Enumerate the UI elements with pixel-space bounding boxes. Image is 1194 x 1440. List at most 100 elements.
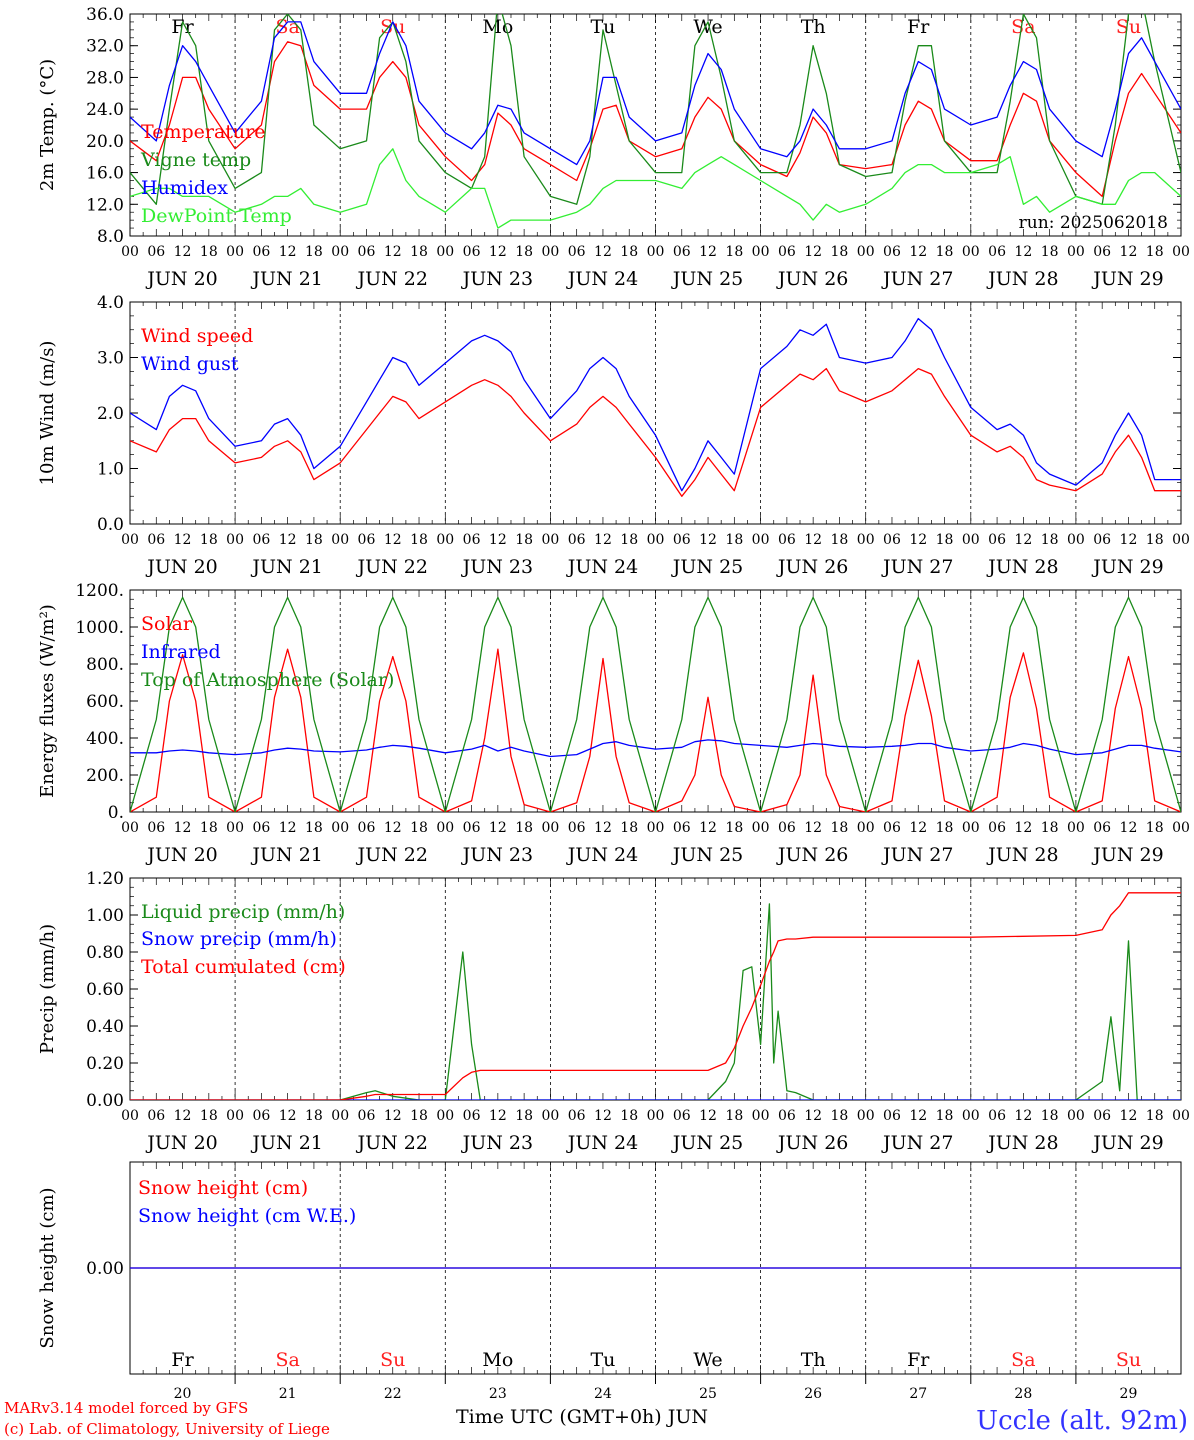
series-line-humidex [130,21,1181,166]
hour-tick-label: 18 [831,244,849,260]
hour-tick-label: 00 [226,1108,244,1124]
weekday-label: Su [1116,16,1141,38]
day-number-label: 29 [1120,1386,1138,1402]
hour-tick-label: 18 [831,820,849,836]
series-group [130,596,1181,812]
day-label: JUN 26 [776,1132,848,1154]
hour-tick-label: 12 [594,820,612,836]
hour-tick-label: 00 [331,1108,349,1124]
panel-1: 8.0 12.0 16.0 20.0 24.0 28.0 32.0 36.0 2m Temp. … [37,5,1190,290]
hour-tick-label: 18 [725,820,743,836]
hour-tick-label: 12 [804,244,822,260]
hour-tick-label: 00 [962,532,980,548]
hour-tick-label: 18 [620,532,638,548]
legend-entry: Snow height (cm W.E.) [138,1205,356,1227]
hour-tick-label: 06 [1093,1108,1111,1124]
weekday-label: Mo [482,1349,513,1371]
y-tick-label: 1.20 [86,869,124,889]
y-tick-label: 400. [86,729,124,749]
hour-tick-label: 12 [384,820,402,836]
hour-tick-label: 12 [699,532,717,548]
hour-tick-label: 06 [568,820,586,836]
weekday-label: Th [801,1349,826,1371]
y-tick-label: 0. [108,803,124,823]
hour-tick-label: 18 [410,820,428,836]
hour-tick-label: 00 [541,244,559,260]
hour-tick-label: 00 [121,820,139,836]
day-number-label: 24 [594,1386,612,1402]
day-label: JUN 25 [671,556,743,578]
hour-tick-label: 06 [673,820,691,836]
hour-tick-label: 12 [174,1108,192,1124]
day-label: JUN 28 [986,268,1058,290]
day-number-label: 21 [279,1386,297,1402]
day-label: JUN 29 [1091,556,1163,578]
hour-tick-label: 12 [1120,820,1138,836]
hour-tick-label: 18 [200,1108,218,1124]
series-line-vigne-temp [130,14,1181,205]
hour-tick-label: 18 [1041,820,1059,836]
hour-tick-label: 18 [831,532,849,548]
hour-tick-label: 06 [147,532,165,548]
day-label: JUN 20 [145,844,217,866]
hour-tick-label: 12 [279,820,297,836]
hour-tick-label: 12 [1120,1108,1138,1124]
y-tick-label: 32.0 [86,37,124,57]
day-label: JUN 23 [461,268,533,290]
hour-tick-label: 18 [831,1108,849,1124]
day-label: JUN 25 [671,268,743,290]
legend-entry: Top of Atmosphere (Solar) [141,669,394,691]
hour-tick-label: 00 [962,244,980,260]
hour-tick-label: 06 [778,820,796,836]
day-label: JUN 26 [776,268,848,290]
day-label: JUN 20 [145,556,217,578]
hour-tick-label: 00 [1067,820,1085,836]
hour-tick-label: 06 [252,244,270,260]
day-label: JUN 27 [881,844,953,866]
hour-tick-label: 00 [857,532,875,548]
hour-tick-label: 06 [1093,532,1111,548]
day-label: JUN 28 [986,844,1058,866]
y-tick-label: 0.20 [86,1054,124,1074]
hour-tick-label: 18 [410,532,428,548]
hour-tick-label: 00 [1067,244,1085,260]
hour-tick-label: 18 [620,244,638,260]
hour-tick-label: 12 [279,532,297,548]
hour-tick-label: 18 [1041,244,1059,260]
hour-tick-label: 12 [174,244,192,260]
hour-tick-label: 12 [489,820,507,836]
hour-tick-label: 06 [883,244,901,260]
series-line-liquid-precip-mm-h- [130,903,1181,1100]
hour-tick-label: 12 [384,1108,402,1124]
hour-tick-label: 06 [252,1108,270,1124]
hour-tick-label: 12 [1014,1108,1032,1124]
day-number-label: 22 [384,1386,402,1402]
hour-tick-label: 06 [673,1108,691,1124]
hour-tick-label: 00 [647,244,665,260]
hour-tick-label: 18 [1146,1108,1164,1124]
legend-entry: Solar [141,613,193,635]
hour-tick-label: 00 [226,244,244,260]
hour-tick-label: 18 [936,532,954,548]
series-line-temperature [130,41,1181,198]
day-label: JUN 21 [250,268,322,290]
hour-tick-label: 06 [358,820,376,836]
hour-tick-label: 12 [279,1108,297,1124]
day-label: JUN 22 [356,844,428,866]
y-tick-label: 36.0 [86,5,124,25]
hour-tick-label: 00 [1172,820,1190,836]
legend-entry: Snow precip (mm/h) [141,928,337,950]
y-tick-label: 600. [86,692,124,712]
series-group [130,14,1181,229]
hour-tick-label: 12 [1014,532,1032,548]
y-tick-label: 0.00 [86,1259,124,1279]
hour-tick-label: 18 [1041,532,1059,548]
hour-tick-label: 00 [962,1108,980,1124]
hour-tick-label: 12 [489,244,507,260]
legend-entry: Wind speed [141,325,253,347]
hour-tick-label: 00 [541,532,559,548]
series-line-solar [130,648,1181,812]
y-tick-label: 16.0 [86,164,124,184]
hour-tick-label: 06 [778,1108,796,1124]
hour-tick-label: 18 [200,532,218,548]
